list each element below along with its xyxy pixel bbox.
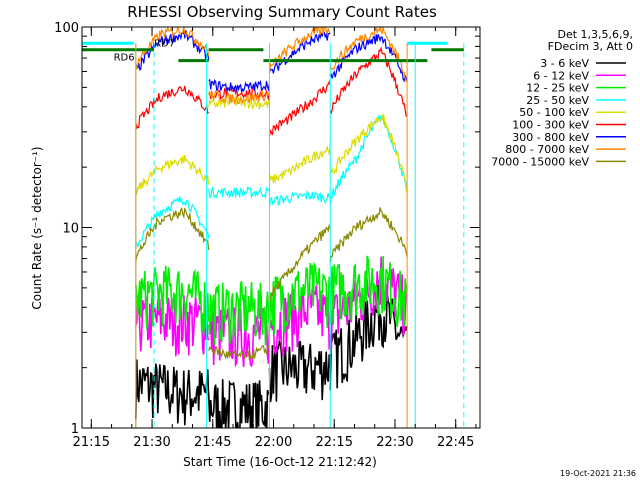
legend-entry: 50 - 100 keV: [519, 106, 626, 119]
legend-entry: 6 - 12 keV: [533, 69, 626, 82]
legend-entry: 300 - 800 keV: [512, 131, 626, 144]
series-segment: [268, 27, 331, 73]
plot-axes: 1 10 100 21:15 21:30 21:45 22:00 22:15 22:30 22:4…: [54, 21, 481, 450]
legend-entry: 800 - 7000 keV: [505, 143, 626, 156]
x-tick-label: 21:30: [133, 435, 170, 450]
series-segment: [208, 89, 270, 105]
y-tick-label: 1: [71, 422, 79, 437]
legend-label: 25 - 50 keV: [526, 94, 589, 107]
chart-title: RHESSI Observing Summary Count Rates: [127, 3, 437, 21]
series-50-100-kev: [135, 96, 408, 195]
series-segment: [135, 154, 210, 195]
series-segment: [268, 142, 331, 184]
legend-entry: 100 - 300 keV: [512, 119, 626, 132]
x-tick-label: 21:15: [73, 435, 110, 450]
x-tick-label: 22:00: [255, 435, 292, 450]
timestamp: 19-Oct-2021 21:36: [560, 469, 636, 478]
series-segment: [268, 79, 331, 137]
legend-entry: 7000 - 15000 keV: [491, 155, 626, 168]
series-segment: [207, 379, 270, 428]
annotation-label: RD7: [154, 38, 175, 49]
series-segment: [208, 87, 271, 100]
legend-entry: 3 - 6 keV: [540, 57, 626, 70]
legend-label: 3 - 6 keV: [540, 57, 589, 70]
plot-frame: [81, 26, 481, 429]
legend-label: 6 - 12 keV: [533, 69, 589, 82]
y-axis-label: Count Rate (s⁻¹ detector⁻¹): [30, 146, 44, 309]
legend-label: 100 - 300 keV: [512, 119, 589, 132]
series-segment: [207, 280, 271, 346]
annotation-label: RD6: [114, 53, 135, 64]
series-segment: [329, 27, 408, 83]
legend-entry: 25 - 50 keV: [526, 94, 626, 107]
series-300-800-kev: [135, 28, 408, 93]
x-tick-label: 21:45: [194, 435, 231, 450]
series-segment: [268, 224, 331, 301]
series-segment: [208, 185, 271, 200]
legend-entry: 12 - 25 keV: [526, 82, 626, 95]
x-tick-label: 22:30: [376, 435, 413, 450]
x-tick-label: 22:45: [437, 435, 474, 450]
series-3-6-kev: [135, 284, 408, 428]
series-segment: [208, 344, 271, 361]
series-segment: [135, 196, 210, 248]
plot-data-layer: RD6 RD7: [82, 27, 465, 428]
legend-header-line-2: FDecim 3, Att 0: [548, 40, 633, 53]
series-segment: [135, 207, 210, 262]
series-25-50-kev: [135, 113, 408, 248]
series-7000-15000-kev: [135, 207, 408, 361]
legend-label: 300 - 800 keV: [512, 131, 589, 144]
series-segment: [135, 85, 210, 131]
series-segment: [329, 284, 408, 391]
series-segment: [135, 28, 210, 71]
series-segment: [135, 265, 210, 336]
series-segment: [135, 294, 210, 357]
legend-header-line-1: Det 1,3,5,6,9,: [557, 28, 633, 41]
series-segment: [329, 113, 408, 204]
series-segment: [329, 112, 408, 194]
series-segment: [268, 190, 331, 207]
series-segment: [329, 255, 408, 327]
series-segment: [208, 96, 271, 110]
x-axis-label: Start Time (16-Oct-12 21:12:42): [183, 455, 377, 469]
y-tick-label: 100: [54, 21, 79, 36]
legend-label: 50 - 100 keV: [519, 106, 589, 119]
series-segment: [329, 34, 408, 83]
y-axis: 1 10 100: [54, 21, 480, 437]
series-segment: [208, 78, 271, 93]
legend-label: 12 - 25 keV: [526, 82, 589, 95]
series-segment: [135, 359, 210, 426]
series-100-300-kev: [135, 45, 408, 137]
legend-label: 800 - 7000 keV: [505, 143, 589, 156]
series-segment: [268, 30, 331, 74]
series-segment: [268, 339, 331, 403]
series-segment: [268, 285, 331, 357]
legend-label: 7000 - 15000 keV: [491, 155, 589, 168]
y-tick-label: 10: [62, 222, 79, 237]
series-segment: [329, 207, 408, 263]
x-axis: 21:15 21:30 21:45 22:00 22:15 22:30 22:45: [73, 27, 477, 450]
x-tick-label: 22:15: [316, 435, 353, 450]
series-segment: [329, 45, 408, 117]
